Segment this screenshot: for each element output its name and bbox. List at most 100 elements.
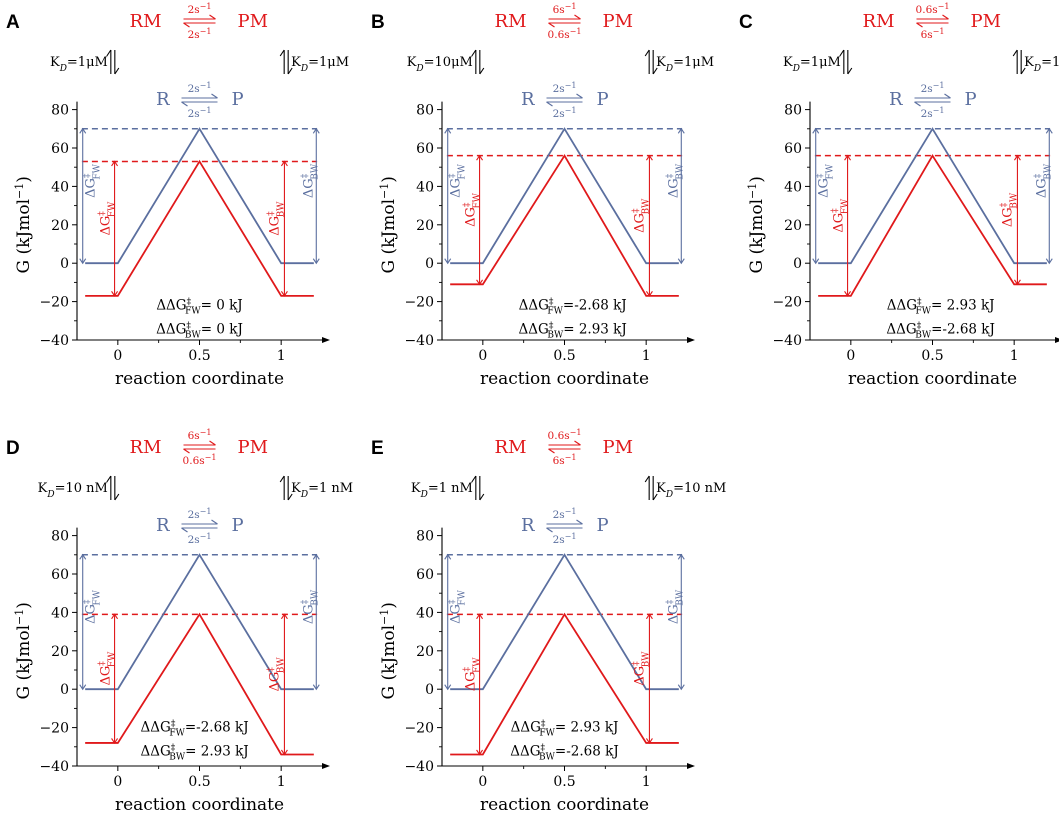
scheme-native-rate-fw: 2s−1 [188, 507, 212, 522]
dg-native-fw-arrow-head-bottom [812, 258, 820, 265]
scheme-native-arrow-fw-head [576, 519, 583, 525]
profile-native [818, 127, 1047, 265]
x-tick-label: 1 [277, 348, 286, 364]
x-axis-label: reaction coordinate [115, 795, 284, 813]
scheme-mod-rate-bw: 6s−1 [553, 453, 577, 468]
dg-mod-fw-arrow-head-bottom [111, 291, 119, 297]
kd-left-arrow-up-head [471, 49, 477, 57]
dg-native-bw-label: ΔG‡BW [665, 163, 685, 198]
y-tick-label: −20 [404, 721, 434, 737]
y-tick-label: −40 [404, 759, 434, 775]
scheme-mod-rate-fw: 6s−1 [188, 428, 212, 443]
profile-native [85, 553, 314, 691]
kd-left-arrow-down-head [479, 67, 485, 75]
x-axis-arrowhead [322, 337, 330, 343]
scheme-mod-rate-bw: 6s−1 [921, 27, 945, 42]
dg-mod-fw-label: ΔG‡FW [463, 657, 483, 692]
scheme-mod-rate-fw: 0.6s−1 [916, 2, 950, 17]
y-tick-label: 20 [784, 218, 802, 234]
scheme-native-rate-bw: 2s−1 [553, 532, 577, 547]
scheme-mod-left: RM [495, 11, 527, 32]
y-tick-label: 20 [416, 644, 434, 660]
dg-mod-fw-arrow-head-bottom [476, 749, 484, 756]
dg-native-fw-arrow-head-bottom [79, 684, 87, 691]
kd-left-label: KD=1μM [50, 55, 108, 74]
y-tick-label: −20 [404, 295, 434, 311]
x-tick-label: 0.5 [553, 774, 575, 790]
scheme-native-right: P [232, 89, 244, 110]
dg-mod-bw-arrow-head-bottom [645, 291, 653, 297]
dg-native-bw-arrow-head-top [677, 553, 685, 560]
dg-native-bw-arrow-head-top [312, 127, 320, 134]
scheme-native-left: R [156, 515, 170, 536]
y-axis-label: G (kJmol−1) [378, 602, 400, 699]
dg-mod-bw-arrow-head-top [645, 613, 653, 620]
scheme-mod-arrow-fw-head [942, 14, 949, 20]
scheme-native-arrow-bw-head [546, 101, 553, 107]
kd-right-label: KD=1 nM [291, 481, 353, 500]
dg-native-fw-label: ΔG‡FW [816, 163, 836, 198]
dg-mod-bw-arrow-head-top [280, 613, 288, 620]
x-tick-label: 0.5 [188, 774, 210, 790]
scheme-mod-rate-bw: 0.6s−1 [183, 453, 217, 468]
y-tick-label: 0 [60, 256, 69, 272]
ddg-bw-annotation: ΔΔG‡ BW= 2.93 kJ [140, 743, 248, 762]
y-tick-label: −40 [39, 759, 69, 775]
dg-native-bw-label: ΔG‡BW [665, 589, 685, 624]
scheme-mod-right: PM [971, 11, 1002, 32]
kd-left-arrow-down-head [114, 493, 120, 501]
scheme-mod-left: RM [130, 11, 162, 32]
dg-native-fw-label: ΔG‡FW [448, 589, 468, 624]
kd-left-label: KD=10 nM [38, 481, 108, 500]
x-tick-label: 1 [642, 348, 651, 364]
x-tick-label: 0 [478, 774, 487, 790]
kd-right-arrow-up-head [279, 475, 285, 483]
scheme-native-left: R [521, 89, 535, 110]
dg-mod-bw-label: ΔG‡BW [631, 651, 651, 686]
dg-mod-fw-arrow-head-bottom [111, 738, 119, 744]
panel-label: C [739, 12, 753, 33]
y-tick-label: 80 [51, 103, 69, 119]
y-tick-label: −40 [404, 333, 434, 349]
scheme-mod-arrow-bw-head [183, 22, 190, 28]
scheme-native-right: P [597, 515, 609, 536]
scheme-mod-rate-fw: 0.6s−1 [548, 428, 582, 443]
kd-right-label: KD=10μM [1024, 55, 1059, 74]
y-tick-label: −20 [39, 295, 69, 311]
kd-left-label: KD=1 nM [411, 481, 473, 500]
dg-mod-bw-arrow-head-top [1013, 154, 1021, 161]
x-tick-label: 0.5 [553, 348, 575, 364]
dg-native-bw-label: ΔG‡BW [300, 163, 320, 198]
y-tick-label: −40 [772, 333, 802, 349]
x-tick-label: 1 [642, 774, 651, 790]
dg-native-fw-arrow-head-top [79, 553, 87, 560]
y-tick-label: 40 [416, 605, 434, 621]
kd-right-label: KD=1μM [291, 55, 349, 74]
y-tick-label: 0 [425, 682, 434, 698]
x-axis-label: reaction coordinate [480, 795, 649, 813]
y-tick-label: 20 [51, 644, 69, 660]
y-tick-label: −20 [772, 295, 802, 311]
dg-native-fw-label: ΔG‡FW [83, 163, 103, 198]
scheme-mod-left: RM [495, 437, 527, 458]
dg-native-fw-arrow-head-bottom [444, 258, 452, 265]
chart-panel-D: D RM PM 6s−1 0.6s−1 R P 2s−1 2s−1 KD=10 nM KD=1 nM… [6, 428, 353, 813]
kd-right-arrow-down-head [1020, 67, 1026, 75]
y-tick-label: 0 [60, 682, 69, 698]
y-tick-label: 0 [793, 256, 802, 272]
profile-modified [450, 612, 679, 756]
ddg-bw-annotation: ΔΔG‡ BW=-2.68 kJ [510, 743, 619, 762]
scheme-mod-rate-fw: 2s−1 [188, 2, 212, 17]
dg-native-bw-arrow-head-bottom [1045, 258, 1053, 265]
dg-mod-bw-arrow-head-bottom [280, 749, 288, 756]
kd-right-arrow-down-head [652, 67, 658, 75]
dg-mod-bw-arrow-head-bottom [280, 291, 288, 297]
scheme-mod-arrow-fw-head [574, 14, 581, 20]
dg-native-bw-arrow-head-bottom [312, 684, 320, 691]
profile-modified [85, 612, 314, 756]
scheme-mod-rate-fw: 6s−1 [553, 2, 577, 17]
dg-mod-fw-arrow-head-top [844, 154, 852, 161]
kd-left-arrow-up-head [839, 49, 845, 57]
scheme-native-right: P [965, 89, 977, 110]
